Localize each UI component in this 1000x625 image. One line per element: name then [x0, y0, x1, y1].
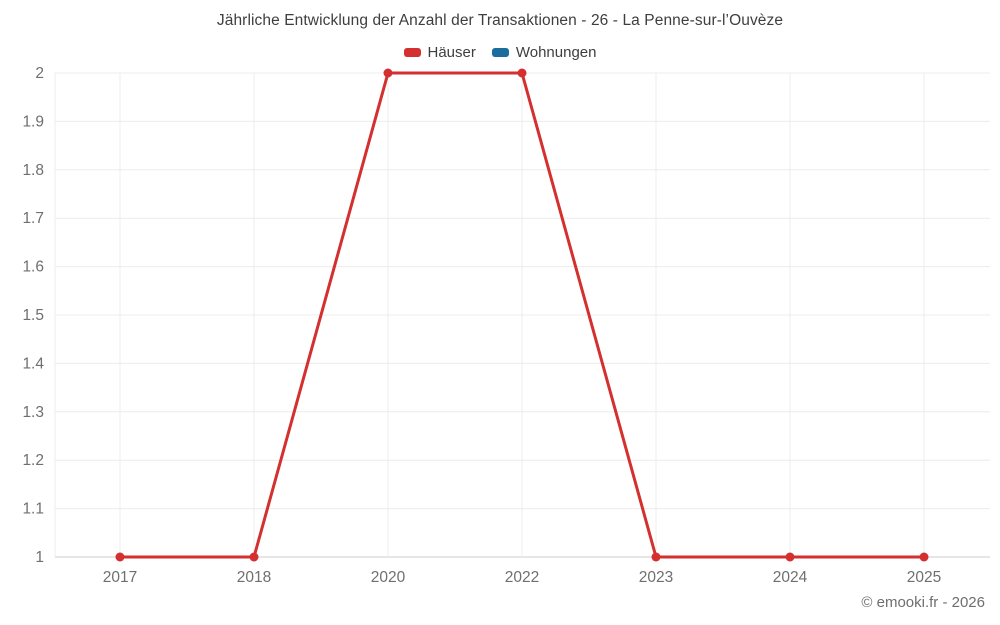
legend-label-haeuser: Häuser: [427, 44, 476, 61]
chart-legend: Häuser Wohnungen: [0, 44, 1000, 61]
legend-swatch-wohnungen: [491, 48, 509, 57]
y-tick-label: 1.2: [22, 452, 44, 469]
y-tick-label: 1: [35, 549, 44, 566]
x-tick-label: 2023: [639, 569, 673, 586]
x-tick-label: 2020: [371, 569, 406, 586]
y-tick-label: 1.7: [22, 210, 44, 227]
x-tick-label: 2018: [237, 569, 271, 586]
x-tick-label: 2025: [907, 569, 941, 586]
copyright-text: © emooki.fr - 2026: [861, 594, 985, 611]
y-tick-label: 1.5: [22, 307, 44, 324]
x-tick-label: 2024: [773, 569, 808, 586]
data-point[interactable]: [919, 552, 929, 562]
y-tick-label: 1.3: [22, 404, 44, 421]
data-point[interactable]: [383, 68, 393, 78]
legend-swatch-haeuser: [403, 48, 421, 57]
data-point[interactable]: [249, 552, 259, 562]
chart-title: Jährliche Entwicklung der Anzahl der Tra…: [216, 12, 784, 29]
y-tick-label: 1.1: [22, 501, 44, 518]
legend-label-wohnungen: Wohnungen: [515, 44, 597, 61]
y-tick-label: 2: [35, 65, 44, 82]
legend-item-wohnungen[interactable]: Wohnungen: [491, 44, 597, 61]
legend-item-haeuser[interactable]: Häuser: [403, 44, 476, 61]
x-tick-label: 2022: [505, 569, 539, 586]
data-point[interactable]: [517, 68, 527, 78]
data-point[interactable]: [115, 552, 125, 562]
x-tick-label: 2017: [103, 569, 137, 586]
y-tick-label: 1.4: [22, 355, 44, 372]
y-tick-label: 1.8: [22, 162, 44, 179]
data-point[interactable]: [785, 552, 795, 562]
y-tick-label: 1.9: [22, 113, 44, 130]
y-tick-label: 1.6: [22, 259, 44, 276]
data-point[interactable]: [651, 552, 661, 562]
